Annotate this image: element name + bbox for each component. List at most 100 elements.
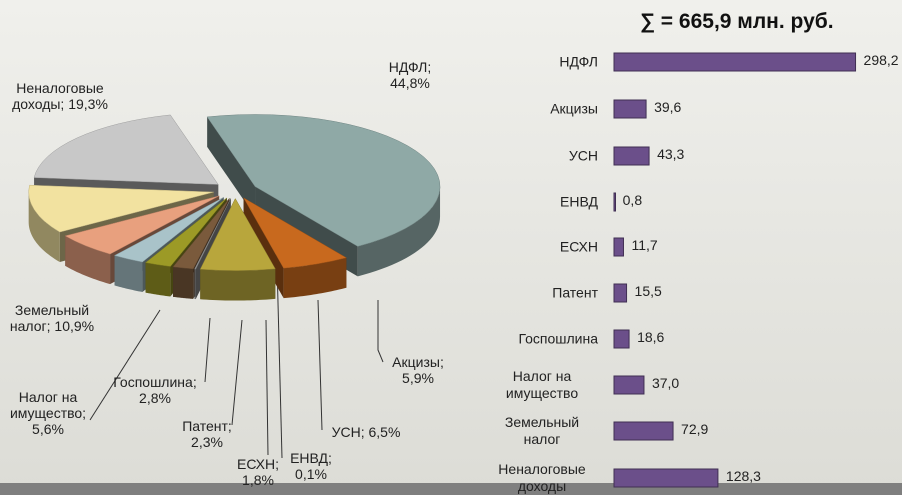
- slice-wall: [207, 116, 256, 217]
- category-text: Госпошлина: [518, 330, 598, 347]
- category-text: Акцизы: [550, 100, 598, 117]
- category-text: Патент: [552, 284, 598, 301]
- label-category: Акцизы;: [392, 354, 444, 370]
- value-label: 43,3: [657, 146, 685, 162]
- leader-line: [317, 299, 323, 431]
- bar: [613, 99, 647, 119]
- slice-side: [173, 266, 194, 299]
- bar: [613, 329, 630, 349]
- bar: [613, 421, 674, 441]
- data-label: Неналоговые доходы; 19,3%: [5, 80, 115, 112]
- label-value: 5,6%: [32, 421, 64, 437]
- slice-top: [64, 195, 220, 255]
- category-text: Земельный налог: [504, 414, 580, 447]
- category-label: Земельный налог: [486, 414, 598, 448]
- value-label: 18,6: [637, 329, 665, 345]
- category-label: Госпошлина: [518, 331, 598, 348]
- data-label: Налог на имущество; 5,6%: [0, 389, 98, 437]
- bar: [613, 237, 624, 257]
- label-category: НДФЛ;: [388, 59, 432, 75]
- label-category: ЕНВД;: [290, 450, 332, 466]
- slice-top: [242, 197, 347, 269]
- value-label: 37,0: [651, 375, 680, 391]
- slice-side: [65, 235, 111, 285]
- slice-side: [145, 262, 171, 297]
- data-label: Акцизы; 5,9%: [378, 354, 458, 386]
- pie-slice: [199, 198, 276, 301]
- label-category: Земельный налог;: [9, 302, 90, 334]
- data-label: УСН; 6,5%: [301, 424, 431, 440]
- value-label: 128,3: [725, 468, 761, 484]
- label-value: 0,1%: [295, 466, 327, 482]
- label-category: Налог на имущество;: [9, 389, 87, 421]
- label-value: 2,8%: [139, 390, 171, 406]
- value-label: 39,6: [654, 99, 682, 115]
- slice-top: [113, 197, 224, 263]
- slice-top: [194, 198, 231, 270]
- slice-top: [172, 198, 230, 270]
- slice-top: [199, 198, 276, 271]
- leader-line: [377, 300, 384, 363]
- value-label: 298,2: [863, 52, 899, 68]
- value-label: 72,9: [681, 421, 709, 437]
- category-text: ЕНВД: [560, 193, 598, 210]
- leader-line: [89, 309, 161, 421]
- slice-top: [28, 184, 214, 233]
- data-label: ЕНВД; 0,1%: [281, 450, 341, 482]
- chart-title: ∑ = 665,9 млн. руб.: [640, 10, 834, 33]
- label-category: ЕСХН;: [237, 456, 279, 472]
- category-text: Неналоговые доходы: [498, 461, 586, 494]
- data-label: НДФЛ; 44,8%: [370, 59, 450, 91]
- bar: [613, 468, 719, 488]
- category-label: Неналоговые доходы: [486, 461, 598, 495]
- leader-line: [231, 319, 243, 426]
- bar: [613, 192, 616, 212]
- category-text: НДФЛ: [559, 53, 598, 70]
- category-text: Налог на имущество: [505, 368, 579, 401]
- slice-side: [200, 268, 276, 301]
- label-value: 2,3%: [191, 434, 223, 450]
- label-category: Госпошлина;: [113, 374, 197, 390]
- category-text: ЕСХН: [559, 238, 598, 255]
- bar: [613, 146, 650, 166]
- category-label: Акцизы: [550, 101, 598, 118]
- category-label: Патент: [552, 285, 598, 302]
- data-label: Госпошлина; 2,8%: [100, 374, 210, 406]
- slice-side: [114, 255, 143, 293]
- value-label: 11,7: [631, 237, 658, 253]
- bar: [613, 375, 645, 395]
- label-value: 6,5%: [368, 424, 401, 440]
- label-value: 1,8%: [242, 472, 274, 488]
- bar: [613, 283, 628, 303]
- label-value: 19,3%: [68, 96, 108, 112]
- label-category: Патент;: [182, 418, 232, 434]
- label-value: 44,8%: [390, 75, 430, 91]
- value-label: 0,8: [622, 192, 643, 208]
- slice-side: [194, 269, 196, 300]
- category-label: ЕНВД: [560, 194, 598, 211]
- label-value: 10,9%: [54, 318, 95, 334]
- slice-side: [283, 257, 347, 299]
- slice-top: [206, 114, 441, 247]
- data-label: ЕСХН; 1,8%: [228, 456, 288, 488]
- category-label: УСН: [569, 148, 598, 165]
- label-value: 5,9%: [402, 370, 434, 386]
- value-label: 15,5: [634, 283, 662, 299]
- slice-top: [33, 114, 219, 185]
- slice-side: [357, 186, 441, 277]
- bar: [613, 52, 857, 72]
- leader-line: [265, 319, 269, 456]
- slice-top: [144, 197, 227, 267]
- label-category: Неналоговые доходы;: [12, 80, 104, 112]
- category-label: Налог на имущество: [486, 368, 598, 402]
- leader-line: [204, 317, 211, 383]
- category-label: ЕСХН: [560, 239, 598, 256]
- slice-side: [28, 192, 60, 263]
- category-label: НДФЛ: [559, 54, 598, 71]
- data-label: Земельный налог; 10,9%: [2, 302, 102, 334]
- data-label: Патент; 2,3%: [172, 418, 242, 450]
- label-category: УСН;: [331, 424, 365, 440]
- category-text: УСН: [568, 147, 598, 164]
